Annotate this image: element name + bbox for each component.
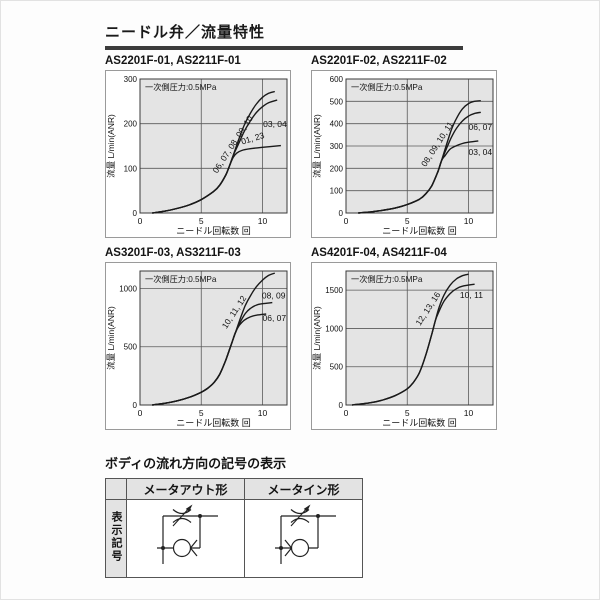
flow-section-heading: ボディの流れ方向の記号の表示 bbox=[105, 456, 287, 471]
check-valve-seat bbox=[189, 539, 197, 557]
y-axis-label: 流量 L/min(ANR) bbox=[312, 306, 322, 370]
page-header: ニードル弁／流量特性 bbox=[105, 21, 463, 50]
adjust-arrow-head bbox=[185, 504, 192, 512]
flow-curve bbox=[152, 313, 267, 406]
flow-chart-1: 0 100 200 300 0 5 10 一次側圧力:0.5MPa ニードル回転数 回 流量 L/… bbox=[106, 75, 288, 236]
y-axis-label: 流量 L/min(ANR) bbox=[106, 114, 116, 178]
meter-out-symbol-cell bbox=[126, 499, 245, 578]
svg-text:200: 200 bbox=[330, 164, 344, 173]
chart-panel-3: 0 500 1000 0 5 10 一次側圧力:0.5MPa ニードル回転数 回 流量 L/mi… bbox=[105, 262, 291, 430]
chart-block-4: AS4201F-04, AS4211F-04 0 500 1000 1500 0 5 10 一… bbox=[311, 247, 497, 430]
curve-label: 06, 07 bbox=[469, 122, 493, 132]
x-axis-label: ニードル回転数 回 bbox=[382, 225, 457, 236]
svg-text:10: 10 bbox=[464, 216, 474, 226]
svg-text:1000: 1000 bbox=[119, 284, 137, 293]
check-valve-ball bbox=[290, 538, 309, 558]
svg-text:400: 400 bbox=[330, 120, 344, 129]
col-header-meter-out: メータアウト形 bbox=[126, 478, 245, 500]
y-axis-label: 流量 L/min(ANR) bbox=[106, 306, 116, 370]
svg-text:0: 0 bbox=[133, 209, 138, 218]
curve-label: 08, 09 bbox=[262, 291, 286, 301]
primary-pressure-note: 一次側圧力:0.5MPa bbox=[351, 274, 423, 284]
junction-dot bbox=[315, 514, 320, 518]
row-header-label: 表示記号 bbox=[110, 511, 122, 563]
chart-block-2: AS2201F-02, AS2211F-02 0 100 200 300 400 500 6… bbox=[311, 55, 497, 238]
table-stub-cell bbox=[105, 478, 127, 500]
meter-out-circuit-symbol bbox=[156, 504, 218, 564]
svg-text:10: 10 bbox=[464, 408, 474, 418]
flow-chart-4: 0 500 1000 1500 0 5 10 一次側圧力:0.5MPa ニードル回転数 回 流量 … bbox=[312, 270, 494, 428]
svg-text:0: 0 bbox=[344, 408, 349, 418]
chart-panel-1: 0 100 200 300 0 5 10 一次側圧力:0.5MPa ニードル回転数 回 流量 L/… bbox=[105, 70, 291, 238]
svg-text:100: 100 bbox=[124, 164, 138, 173]
chart-title-1: AS2201F-01, AS2211F-01 bbox=[105, 55, 241, 67]
chart-block-1: AS2201F-01, AS2211F-01 0 100 200 300 0 5 10 一次側… bbox=[105, 55, 291, 238]
svg-text:300: 300 bbox=[330, 142, 344, 151]
title-underline bbox=[105, 46, 463, 50]
svg-text:1500: 1500 bbox=[325, 286, 343, 295]
row-header-cell: 表示記号 bbox=[105, 499, 127, 578]
svg-text:600: 600 bbox=[330, 75, 344, 84]
charts-grid: AS2201F-01, AS2211F-01 0 100 200 300 0 5 10 一次側… bbox=[105, 55, 497, 430]
curve-label: 03, 04 bbox=[263, 119, 287, 129]
svg-text:5: 5 bbox=[199, 408, 204, 418]
flow-curve bbox=[358, 140, 479, 214]
svg-text:10: 10 bbox=[258, 216, 268, 226]
primary-pressure-note: 一次側圧力:0.5MPa bbox=[145, 82, 217, 92]
flow-curve bbox=[352, 283, 475, 406]
chart-title-3: AS3201F-03, AS3211F-03 bbox=[105, 247, 241, 259]
svg-text:0: 0 bbox=[133, 401, 138, 410]
x-axis-label: ニードル回転数 回 bbox=[382, 417, 457, 428]
curve-label: 06, 07 bbox=[263, 313, 287, 323]
svg-text:300: 300 bbox=[124, 75, 138, 84]
meter-in-circuit-symbol bbox=[274, 504, 336, 564]
svg-text:100: 100 bbox=[330, 187, 344, 196]
flow-symbols-table: メータアウト形 メータイン形 表示記号 bbox=[105, 478, 363, 578]
check-valve-seat bbox=[284, 539, 292, 557]
meter-in-symbol-cell bbox=[244, 499, 363, 578]
svg-text:0: 0 bbox=[138, 216, 143, 226]
svg-text:5: 5 bbox=[405, 408, 410, 418]
chart-block-3: AS3201F-03, AS3211F-03 0 500 1000 0 5 10 一次側圧力… bbox=[105, 247, 291, 430]
svg-text:0: 0 bbox=[339, 209, 344, 218]
svg-text:5: 5 bbox=[405, 216, 410, 226]
junction-dot bbox=[278, 546, 283, 550]
x-axis-label: ニードル回転数 回 bbox=[176, 417, 251, 428]
adjust-arrow-head bbox=[303, 504, 310, 512]
chart-title-4: AS4201F-04, AS4211F-04 bbox=[311, 247, 447, 259]
curve-label: 10, 11 bbox=[460, 290, 483, 300]
throttle-arc-bottom bbox=[290, 517, 309, 523]
throttle-arc-bottom bbox=[172, 517, 191, 523]
x-axis-label: ニードル回転数 回 bbox=[176, 225, 251, 236]
primary-pressure-note: 一次側圧力:0.5MPa bbox=[351, 82, 423, 92]
flow-direction-section: ボディの流れ方向の記号の表示 メータアウト形 メータイン形 表示記号 bbox=[105, 453, 363, 578]
primary-pressure-note: 一次側圧力:0.5MPa bbox=[145, 274, 217, 284]
svg-text:0: 0 bbox=[344, 216, 349, 226]
svg-text:200: 200 bbox=[124, 120, 138, 129]
chart-title-2: AS2201F-02, AS2211F-02 bbox=[311, 55, 447, 67]
check-valve-ball bbox=[172, 538, 191, 558]
flow-chart-3: 0 500 1000 0 5 10 一次側圧力:0.5MPa ニードル回転数 回 流量 L/mi… bbox=[106, 270, 288, 428]
flow-chart-2: 0 100 200 300 400 500 600 0 5 10 一次側圧力:0.5MPa ニードル回… bbox=[312, 75, 494, 236]
col-header-meter-in: メータイン形 bbox=[244, 478, 363, 500]
svg-text:5: 5 bbox=[199, 216, 204, 226]
svg-text:500: 500 bbox=[124, 343, 138, 352]
junction-dot bbox=[197, 514, 202, 518]
svg-text:0: 0 bbox=[339, 401, 344, 410]
svg-text:500: 500 bbox=[330, 363, 344, 372]
flow-curve bbox=[152, 144, 281, 214]
svg-text:10: 10 bbox=[258, 408, 268, 418]
y-axis-label: 流量 L/min(ANR) bbox=[312, 114, 322, 178]
svg-text:0: 0 bbox=[138, 408, 143, 418]
chart-panel-2: 0 100 200 300 400 500 600 0 5 10 一次側圧力:0.5MPa ニードル回… bbox=[311, 70, 497, 238]
junction-dot bbox=[160, 546, 165, 550]
chart-panel-4: 0 500 1000 1500 0 5 10 一次側圧力:0.5MPa ニードル回転数 回 流量 … bbox=[311, 262, 497, 430]
svg-text:1000: 1000 bbox=[325, 324, 343, 333]
svg-text:500: 500 bbox=[330, 97, 344, 106]
curve-label: 03, 04 bbox=[469, 147, 493, 157]
page-title: ニードル弁／流量特性 bbox=[105, 24, 266, 41]
